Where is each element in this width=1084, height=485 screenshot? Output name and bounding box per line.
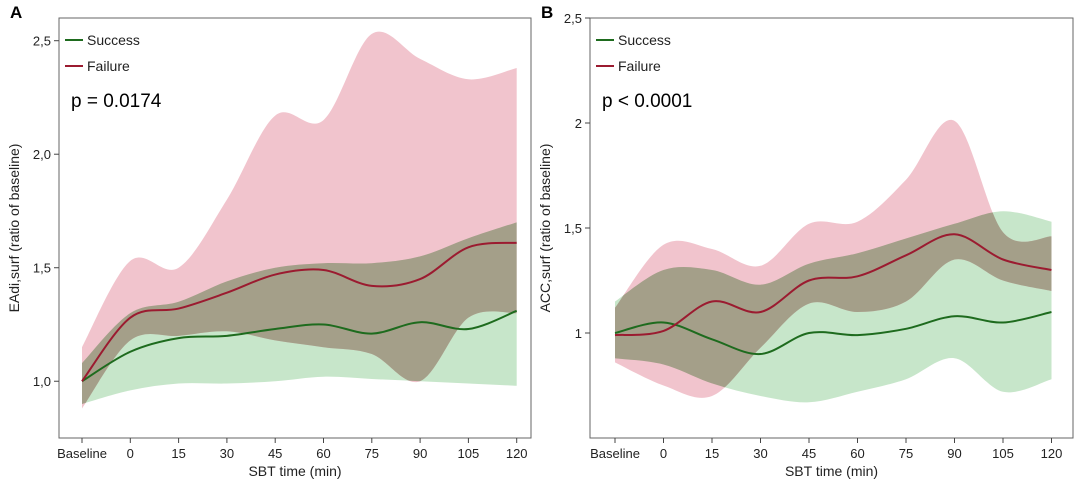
panel-b-xtick-label: 75 — [899, 446, 913, 461]
panel-a-xtick-label: 120 — [506, 446, 528, 461]
panel-a-plot-area — [81, 31, 518, 409]
panel-b-xtick-label: 45 — [802, 446, 816, 461]
panel-b-label: B — [541, 3, 553, 22]
panel-b-xtick-label: 105 — [992, 446, 1014, 461]
panel-a-xtick-label: 0 — [127, 446, 134, 461]
panel-b-success-line — [614, 311, 1052, 356]
panel-a-ytick-label: 2,0 — [33, 147, 51, 162]
panel-a-xtick-label: 90 — [413, 446, 427, 461]
panel-b-xtick-label: 90 — [947, 446, 961, 461]
panel-a-xtick-label: 30 — [220, 446, 234, 461]
panel-a-xtick-label: 45 — [268, 446, 282, 461]
panel-a-legend-success: Success — [87, 32, 140, 48]
panel-b-xtick-label: Baseline — [590, 446, 640, 461]
panel-a-overlap-band — [82, 222, 517, 404]
panel-b-xtick-label: 30 — [753, 446, 767, 461]
panel-b-ytick-label: 1 — [575, 326, 582, 341]
panel-b-ytick-label: 2 — [575, 116, 582, 131]
panel-b-xtick-label: 15 — [705, 446, 719, 461]
panel-a-xlabel: SBT time (min) — [248, 463, 341, 479]
panel-b-p-value: p < 0.0001 — [602, 91, 692, 112]
panel-a-label: A — [10, 3, 22, 22]
panel-b-plot-area — [614, 119, 1052, 403]
panel-b-xtick-label: 0 — [660, 446, 667, 461]
panel-a: A 1,0 1,5 2,0 2,5 Baseline 0 15 30 45 60 75 90 105 120… — [6, 3, 532, 479]
panel-a-xtick-label: 75 — [365, 446, 379, 461]
panel-a-p-value: p = 0.0174 — [71, 91, 162, 112]
panel-a-ytick-label: 1,5 — [33, 261, 51, 276]
panel-b-legend-failure: Failure — [618, 58, 661, 74]
panel-a-xtick-label: 60 — [316, 446, 330, 461]
panel-a-failure-line — [81, 241, 517, 382]
panel-a-xtick-label: 105 — [458, 446, 480, 461]
panel-b-failure-line — [614, 233, 1052, 337]
panel-b-xtick-label: 120 — [1041, 446, 1063, 461]
panel-b-xtick-label: 60 — [850, 446, 864, 461]
panel-b-ytick-label: 1,5 — [564, 221, 582, 236]
panel-a-ylabel: EAdi,surf (ratio of baseline) — [6, 144, 22, 313]
panel-b: B 1 1,5 2 2,5 Baseline 0 15 30 45 60 75 90 105 120 SBT … — [537, 3, 1074, 479]
panel-a-success-line — [81, 309, 518, 383]
panel-a-frame — [58, 17, 532, 439]
panel-a-ytick-label: 1,0 — [33, 374, 51, 389]
panel-a-ytick-label: 2,5 — [33, 34, 51, 49]
panel-a-xtick-label: 15 — [171, 446, 185, 461]
panel-b-xlabel: SBT time (min) — [785, 463, 878, 479]
panel-b-ytick-label: 2,5 — [564, 11, 582, 26]
panel-b-legend-success: Success — [618, 32, 671, 48]
panel-b-overlap-band — [615, 211, 1052, 398]
panel-a-xtick-label: Baseline — [57, 446, 107, 461]
panel-a-legend-failure: Failure — [87, 58, 130, 74]
panel-b-ylabel: ACC,surf (ratio of baseline) — [537, 144, 553, 313]
